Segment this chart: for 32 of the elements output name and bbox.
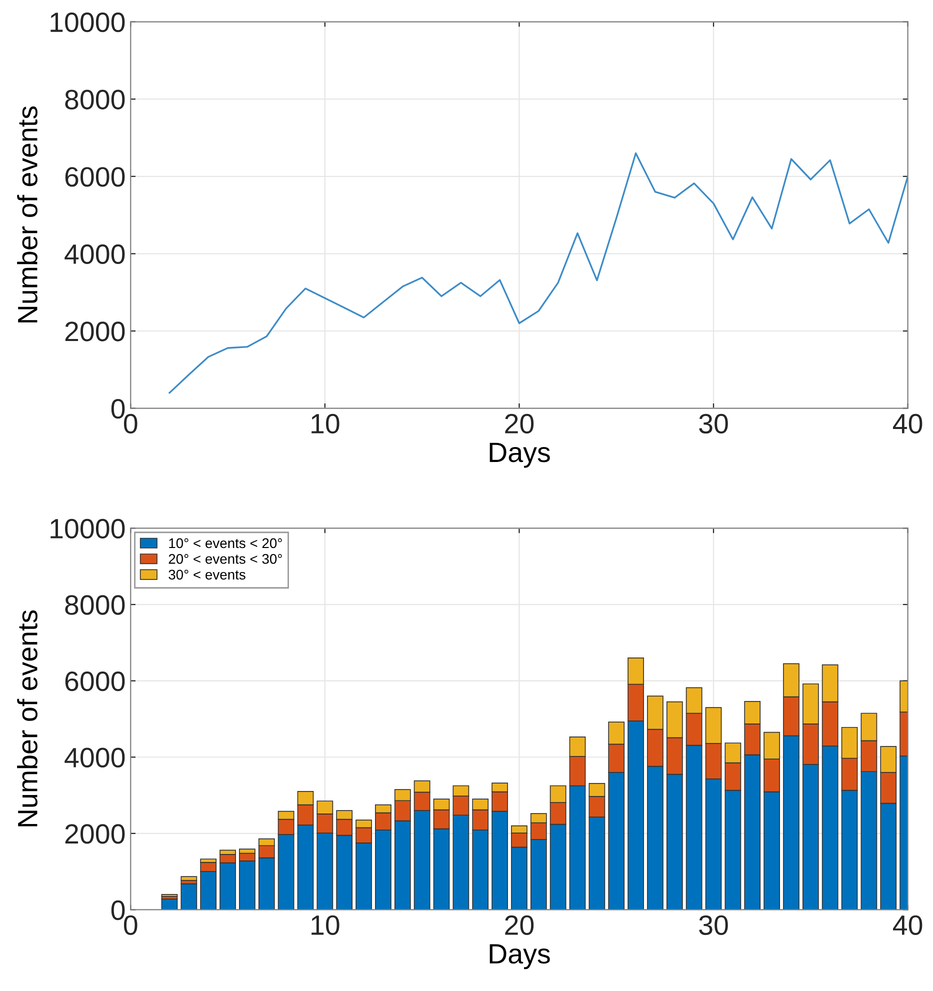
bar — [180, 876, 198, 881]
x-tick-label: 10 — [312, 915, 340, 936]
line-series — [168, 152, 908, 394]
y-tick-label: 2000 — [65, 824, 125, 844]
y-tick-label: 10000 — [50, 518, 125, 539]
y-axis-title: Number of events — [17, 106, 38, 322]
y-tick-label: 6000 — [65, 167, 125, 187]
x-tick-label: 40 — [893, 915, 922, 936]
legend-label: 10° < events < 20° — [169, 538, 282, 548]
y-tick-label: 6000 — [65, 671, 125, 692]
x-tick-label: 20 — [505, 915, 534, 936]
bar — [180, 883, 198, 910]
x-axis-title: Days — [490, 442, 550, 468]
y-tick-label: 4000 — [64, 244, 125, 264]
x-tick-label: 30 — [699, 414, 728, 434]
x-tick-label: 0 — [124, 414, 138, 434]
x-tick-label: 0 — [124, 915, 138, 936]
y-tick-label: 8000 — [65, 90, 125, 110]
y-tick-label: 0 — [111, 398, 125, 419]
y-tick-label: 4000 — [64, 748, 125, 768]
x-axis-title: Days — [490, 944, 550, 970]
legend-label: 30° < events — [168, 570, 246, 580]
legend-label: 20° < events < 30° — [168, 554, 282, 564]
y-tick-label: 8000 — [65, 595, 125, 615]
y-tick-label: 10000 — [50, 12, 125, 32]
x-tick-label: 10 — [312, 414, 340, 434]
y-tick-label: 0 — [111, 900, 125, 920]
x-tick-label: 40 — [893, 414, 922, 434]
x-tick-label: 30 — [699, 915, 728, 936]
x-tick-label: 20 — [505, 414, 534, 434]
y-axis-title: Number of events — [17, 610, 38, 826]
y-tick-label: 2000 — [65, 322, 125, 342]
